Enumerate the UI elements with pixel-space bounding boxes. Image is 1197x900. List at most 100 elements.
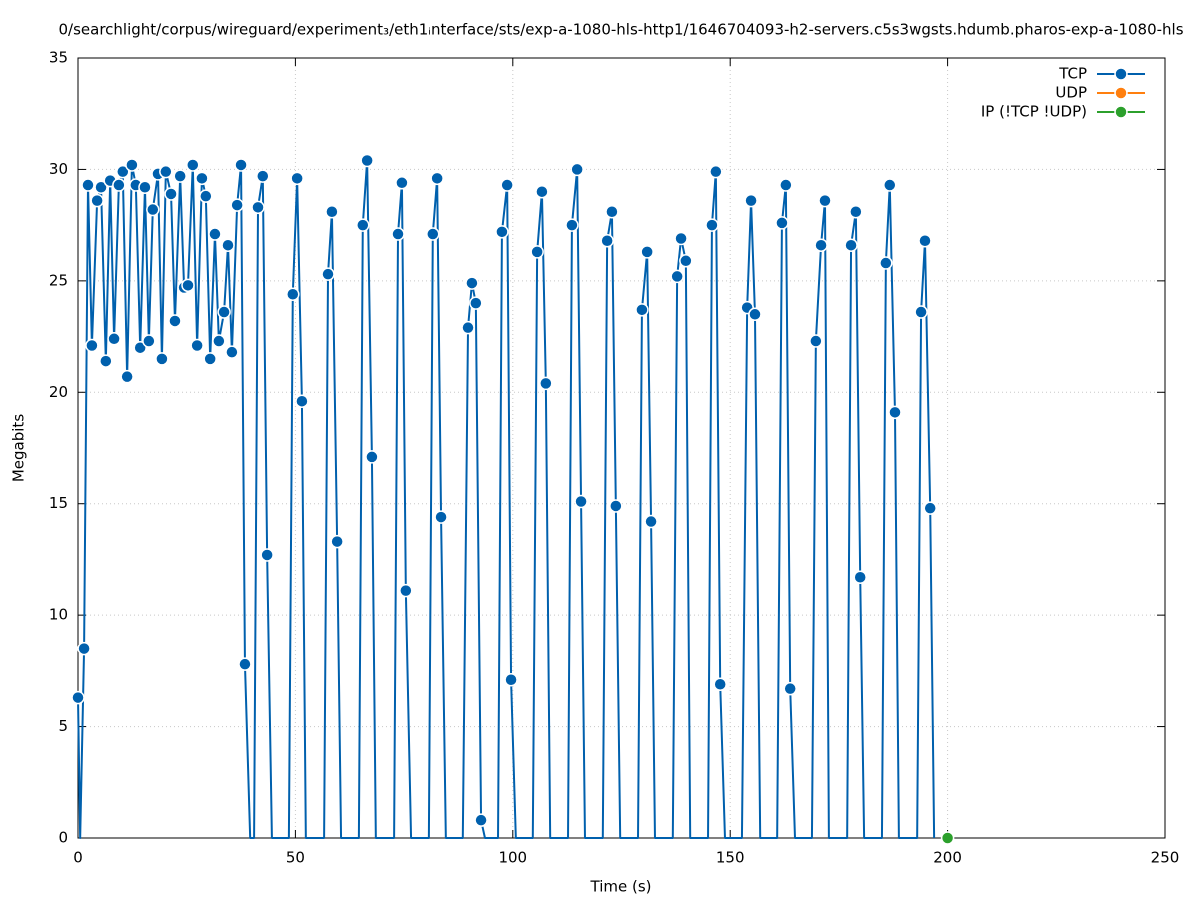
data-point (640, 245, 654, 259)
data-point (365, 450, 379, 464)
data-point (116, 164, 130, 179)
y-tick-label: 0 (58, 829, 68, 847)
data-point (99, 354, 113, 368)
data-point (809, 334, 823, 348)
data-point (85, 338, 99, 353)
data-point (195, 171, 209, 186)
data-point (565, 218, 579, 232)
data-point (609, 499, 623, 513)
data-point (125, 158, 139, 172)
y-tick-label: 25 (49, 271, 68, 289)
data-point (260, 548, 274, 562)
data-point (199, 189, 213, 203)
data-point (748, 307, 762, 322)
data-point (600, 233, 614, 248)
data-point (426, 227, 440, 241)
data-point (290, 171, 304, 186)
data-point (535, 184, 549, 199)
data-point (888, 405, 902, 420)
data-point (818, 193, 832, 208)
data-point (234, 158, 248, 172)
data-point (217, 305, 231, 319)
x-tick-label: 50 (286, 849, 305, 867)
data-point (164, 187, 178, 201)
data-point (181, 278, 195, 293)
data-point (539, 376, 553, 391)
y-tick-label: 5 (58, 717, 68, 735)
data-point (495, 225, 509, 239)
data-point (120, 369, 134, 384)
data-point (679, 254, 693, 268)
data-point (430, 171, 444, 186)
data-point (251, 200, 265, 215)
data-point (112, 178, 126, 192)
data-point (713, 677, 727, 691)
data-point (844, 238, 858, 252)
data-point (168, 314, 182, 328)
data-point (94, 180, 108, 195)
data-point (849, 205, 863, 219)
data-point (570, 162, 584, 177)
data-point (775, 216, 789, 230)
data-point (225, 345, 239, 359)
data-point (574, 494, 588, 509)
data-point (159, 164, 173, 179)
data-point (605, 205, 619, 219)
data-point (107, 332, 121, 346)
x-tick-label: 0 (73, 849, 83, 867)
data-point (674, 231, 688, 246)
data-point (391, 227, 405, 241)
data-point (208, 227, 222, 241)
data-point (330, 534, 344, 549)
data-point (212, 334, 226, 348)
data-point (940, 831, 955, 845)
data-point (256, 169, 270, 183)
data-point (356, 218, 370, 232)
data-point (744, 193, 758, 208)
data-point (173, 169, 187, 183)
data-point (138, 180, 152, 195)
x-tick-label: 100 (498, 849, 527, 867)
x-tick-label: 150 (716, 849, 745, 867)
y-tick-label: 30 (49, 160, 68, 178)
data-point (399, 583, 413, 598)
data-point (238, 657, 252, 671)
y-tick-label: 20 (49, 383, 68, 401)
data-point (853, 570, 867, 585)
data-point (146, 202, 160, 217)
legend-marker (1114, 105, 1128, 119)
y-tick-label: 15 (49, 494, 68, 512)
data-point (779, 178, 793, 192)
data-point (295, 394, 309, 408)
data-point (461, 320, 475, 335)
data-point (504, 673, 518, 687)
data-point (918, 233, 932, 248)
data-point (190, 338, 204, 353)
data-point (474, 813, 488, 827)
legend-marker (1114, 86, 1128, 100)
data-point (923, 501, 937, 515)
data-point (500, 178, 514, 192)
x-tick-label: 250 (1151, 849, 1180, 867)
data-point (71, 690, 85, 705)
legend-label: IP (!TCP !UDP) (981, 103, 1087, 121)
legend-label: TCP (1058, 65, 1087, 83)
data-point (709, 164, 723, 179)
y-axis-label: Megabits (10, 414, 28, 482)
x-axis-label: Time (s) (590, 878, 652, 896)
data-point (879, 256, 893, 270)
data-point (81, 178, 95, 192)
data-point (230, 198, 244, 212)
data-point (883, 178, 897, 192)
data-point (465, 276, 479, 290)
data-point (77, 641, 91, 656)
y-tick-label: 10 (49, 606, 68, 624)
legend-marker (1114, 67, 1128, 81)
data-point (783, 681, 797, 696)
y-tick-label: 35 (49, 49, 68, 67)
data-point (814, 238, 828, 252)
data-point (434, 510, 448, 524)
data-point (395, 176, 409, 190)
data-point (530, 245, 544, 259)
